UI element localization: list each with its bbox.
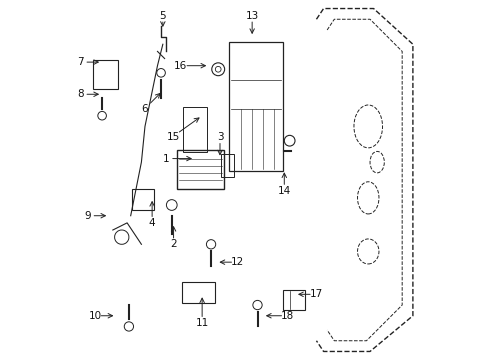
Text: 3: 3	[217, 132, 223, 142]
Text: 1: 1	[163, 154, 170, 163]
Text: 6: 6	[142, 104, 148, 113]
Text: 15: 15	[167, 132, 180, 142]
Text: 2: 2	[170, 239, 177, 249]
Text: 13: 13	[245, 11, 259, 21]
Text: 4: 4	[149, 218, 155, 228]
Text: 17: 17	[310, 289, 323, 299]
Text: 10: 10	[88, 311, 101, 321]
Text: 11: 11	[196, 318, 209, 328]
Text: 18: 18	[281, 311, 294, 321]
Text: 14: 14	[278, 186, 291, 196]
Text: 7: 7	[77, 57, 84, 67]
Text: 16: 16	[174, 61, 187, 71]
Text: 12: 12	[231, 257, 245, 267]
Text: 9: 9	[84, 211, 91, 221]
Text: 8: 8	[77, 89, 84, 99]
Text: 5: 5	[160, 11, 166, 21]
